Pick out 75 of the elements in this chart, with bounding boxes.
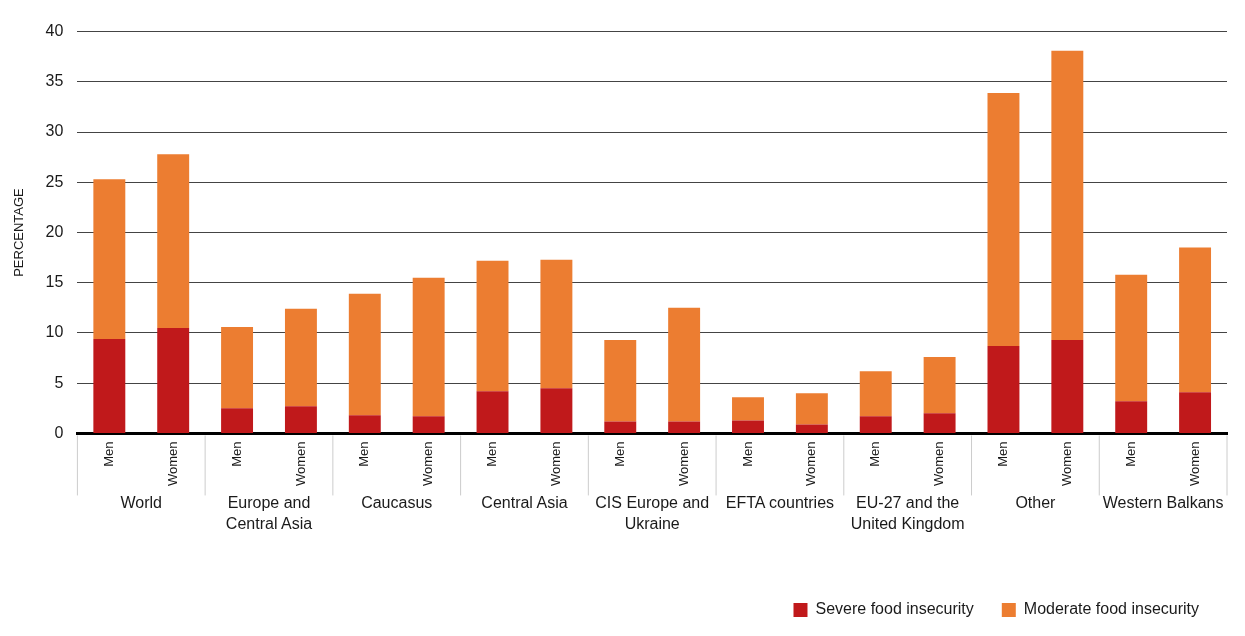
bar [284,308,317,407]
text: Western Balkans [1102,494,1224,512]
bar [732,420,764,433]
bar [221,408,254,433]
y-tick-label: 15 [45,273,64,291]
bar [795,393,828,425]
bar [540,259,573,389]
bar [1179,247,1212,393]
y-tick-label: 20 [45,222,64,240]
bar [93,339,126,433]
x-tick-label: Women [1058,441,1074,487]
x-tick-label: Women [1186,441,1202,487]
bar [923,357,956,414]
y-tick-label: 40 [45,22,64,40]
bar [93,179,126,340]
legend-label: Severe food insecurity [815,600,974,618]
bar [732,397,764,421]
x-tick-label: Men [867,441,883,467]
text: CIS Europe and Ukraine [595,494,710,533]
bar [987,92,1020,347]
x-tick-label: Men [356,441,372,467]
bar [923,413,956,433]
bar [348,293,381,416]
y-axis-title: PERCENTAGE [11,187,27,277]
text: World [120,494,163,512]
bar [859,371,892,417]
x-tick-label: Women [547,441,563,487]
bar [157,154,190,328]
bar [540,388,573,433]
bar [476,391,509,433]
y-tick-label: 35 [45,72,64,90]
legend-label: Moderate food insecurity [1023,600,1199,618]
bar [412,416,445,433]
y-tick-label: 25 [45,172,64,190]
text: Caucasus [361,494,433,512]
x-tick-label: Men [228,441,244,467]
text: Other [1015,494,1057,512]
x-tick-label: Men [100,441,116,467]
bar [1115,401,1148,433]
bar [157,327,190,433]
x-tick-label: Women [164,441,180,487]
y-tick-label: 0 [54,423,64,441]
x-tick-label: Women [292,441,308,487]
bar [1051,340,1084,433]
bar [859,416,892,433]
bar [668,307,701,422]
text: Central Asia [481,494,568,512]
bar [412,277,445,417]
bar [604,421,637,433]
bar [348,415,381,433]
bar [1115,274,1148,402]
x-tick-label: Men [739,441,755,467]
y-tick-label: 30 [45,122,64,140]
x-tick-label: Men [995,441,1011,467]
bar [1051,50,1084,341]
bar [795,424,828,433]
x-tick-label: Women [675,441,691,487]
bar [604,340,637,422]
bar [284,406,317,433]
bar [221,326,254,409]
x-tick-label: Women [931,441,947,487]
x-tick-label: Women [420,441,436,487]
bar [668,421,701,433]
x-tick-label: Women [803,441,819,487]
bar [1179,392,1212,433]
text: EU-27 and the United Kingdom [850,494,965,533]
text: EFTA countries [725,494,835,512]
text: Europe and Central Asia [225,494,313,533]
y-tick-label: 10 [45,323,64,341]
x-tick-label: Men [484,441,500,467]
x-tick-label: Men [611,441,627,467]
y-tick-label: 5 [54,373,64,391]
bar [987,346,1020,433]
x-tick-label: Men [1122,441,1138,467]
bar [476,260,509,392]
